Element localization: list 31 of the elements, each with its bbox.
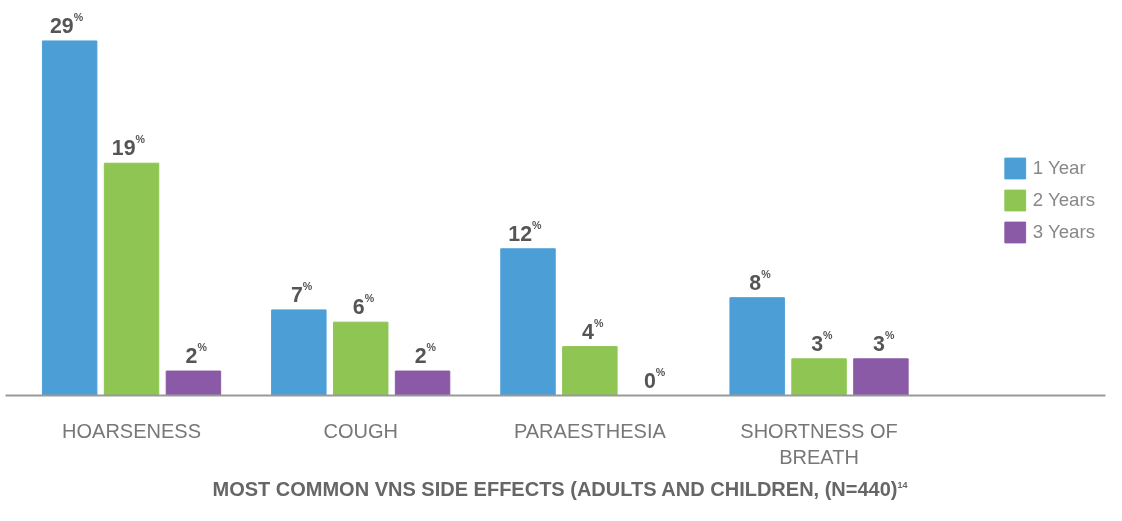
data-label: 2% xyxy=(185,341,208,369)
bar xyxy=(165,370,222,396)
bar xyxy=(103,162,160,396)
bar xyxy=(853,358,909,396)
data-label: 2% xyxy=(414,341,437,369)
x-tick-label: HOARSENESS xyxy=(62,419,202,442)
data-label: 4% xyxy=(582,316,604,344)
data-label: 12% xyxy=(508,218,542,246)
bar xyxy=(791,358,847,396)
bar xyxy=(271,309,327,396)
legend-label: 1 Year xyxy=(1032,157,1086,179)
data-label: 0% xyxy=(643,365,666,393)
bar xyxy=(41,40,98,396)
data-label: 7% xyxy=(290,279,313,307)
text: MOST COMMON VNS SIDE EFFECTS (ADULTS AND CHILDREN, (N=440)$^{14}$ xyxy=(212,477,908,502)
bar xyxy=(394,370,451,396)
data-label: 29% xyxy=(49,10,84,38)
bar xyxy=(332,321,389,396)
x-tick-label: COUGH xyxy=(323,419,398,442)
x-tick-label: SHORTNESS OF BREATH xyxy=(740,419,898,468)
bar xyxy=(500,248,556,396)
legend-label: 2 Years xyxy=(1032,189,1095,211)
bar xyxy=(729,297,785,396)
data-label: 19% xyxy=(111,133,146,161)
bar xyxy=(562,346,618,396)
data-label: 3% xyxy=(811,328,834,356)
data-label: 6% xyxy=(352,292,375,320)
data-label: 3% xyxy=(873,328,895,356)
data-label: 8% xyxy=(749,267,772,295)
x-tick-label: PARAESTHESIA xyxy=(513,419,667,442)
legend-label: 3 Years xyxy=(1032,221,1095,243)
